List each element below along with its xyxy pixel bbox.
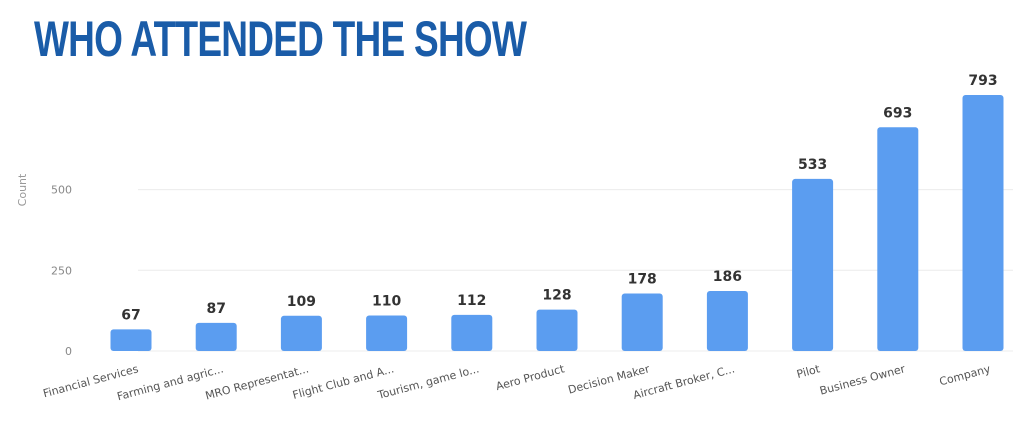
category-label: Pilot	[795, 362, 822, 381]
data-label: 793	[968, 73, 997, 89]
bar	[536, 309, 578, 351]
chart-title: WHO ATTENDED THE SHOW	[34, 11, 527, 67]
data-label: 110	[372, 293, 401, 309]
bar	[792, 178, 834, 351]
category-label: Company	[938, 362, 992, 388]
y-tick-label: 500	[51, 184, 72, 197]
data-label: 693	[883, 105, 912, 121]
bar	[621, 293, 663, 351]
data-label: 178	[628, 272, 657, 288]
y-axis-label: Count	[16, 173, 29, 206]
data-label: 87	[206, 301, 225, 317]
data-label: 533	[798, 157, 827, 173]
data-label: 109	[287, 294, 316, 310]
bar	[280, 315, 322, 351]
category-label: Aero Product	[494, 362, 566, 393]
data-label: 128	[542, 288, 571, 304]
y-tick-label: 250	[51, 264, 72, 277]
bar	[962, 95, 1004, 351]
bar	[451, 314, 493, 351]
y-tick-label: 0	[65, 345, 72, 358]
bar	[877, 127, 919, 351]
data-label: 112	[457, 293, 486, 309]
bar	[366, 315, 408, 351]
category-label: Business Owner	[818, 362, 907, 397]
data-label: 67	[121, 307, 140, 323]
data-label: 186	[713, 269, 742, 285]
bar	[195, 322, 237, 351]
bar	[110, 329, 152, 351]
bar	[706, 290, 748, 351]
